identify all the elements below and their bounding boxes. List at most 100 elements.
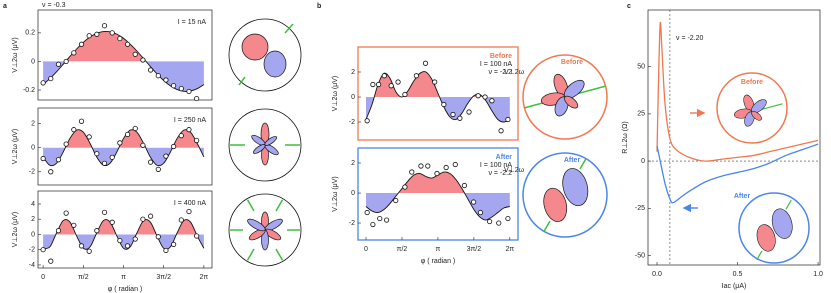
y-tick-label: 2 xyxy=(351,160,355,167)
data-point xyxy=(40,80,46,86)
data-point xyxy=(147,213,154,219)
fit-curve xyxy=(365,71,511,123)
series-line xyxy=(656,21,819,162)
data-point xyxy=(117,140,123,146)
data-point xyxy=(418,163,424,169)
data-point xyxy=(178,133,184,139)
y-tick-label: -25 xyxy=(635,205,645,212)
y-tick-label: 2 xyxy=(31,120,35,127)
data-point xyxy=(155,166,161,172)
data-point xyxy=(155,73,161,79)
data-point xyxy=(140,57,146,63)
data-point xyxy=(402,91,408,98)
x-tick-label: 3π/2 xyxy=(156,274,171,281)
data-point xyxy=(63,58,69,65)
data-point xyxy=(393,197,399,204)
data-point xyxy=(441,101,447,108)
polar-diagram xyxy=(522,152,608,238)
x-tick-label: π/2 xyxy=(397,246,408,253)
polar-diagram xyxy=(716,72,788,144)
data-point xyxy=(132,236,138,242)
plot-frame xyxy=(37,9,213,101)
data-point xyxy=(470,199,477,205)
data-point xyxy=(71,127,77,133)
data-point xyxy=(78,41,85,47)
condition-label: I = 15 nA xyxy=(178,19,207,26)
panel-label: b xyxy=(317,3,321,10)
data-point xyxy=(140,142,146,148)
condition-label: I = 250 nA xyxy=(174,117,206,124)
data-point xyxy=(94,228,100,234)
data-point xyxy=(475,93,481,99)
data-point xyxy=(388,83,394,89)
y-tick-label: -4 xyxy=(29,262,35,269)
data-point xyxy=(489,98,495,104)
data-point xyxy=(48,169,54,175)
data-point xyxy=(117,35,123,42)
data-point xyxy=(86,33,92,39)
data-point xyxy=(450,111,456,118)
condition-label: I = 100 nA xyxy=(480,162,512,169)
data-point xyxy=(452,161,458,168)
data-point xyxy=(132,51,138,57)
data-point xyxy=(163,77,169,83)
data-point xyxy=(109,219,115,225)
data-point xyxy=(48,258,54,264)
data-point xyxy=(498,128,504,134)
data-point xyxy=(78,118,85,124)
y-axis-label: V⊥2ω (μV) xyxy=(12,37,19,72)
data-point xyxy=(496,220,502,226)
data-point xyxy=(55,157,62,163)
data-point xyxy=(101,209,108,215)
data-point xyxy=(171,143,177,150)
y-tick-label: 50 xyxy=(637,64,645,71)
y-tick-label: -2 xyxy=(29,169,35,176)
data-point xyxy=(194,137,200,144)
plot-frame xyxy=(37,190,213,269)
data-point xyxy=(94,151,100,157)
polar-diagram xyxy=(228,108,302,182)
x-axis-label: Iac (μA) xyxy=(722,283,747,290)
data-point xyxy=(434,170,440,177)
data-point xyxy=(101,160,108,166)
data-point xyxy=(505,116,511,123)
series-label: After xyxy=(734,193,751,200)
data-point xyxy=(178,85,184,92)
data-point xyxy=(48,75,54,82)
plot-frame xyxy=(357,46,519,141)
x-tick-label: 0 xyxy=(41,274,45,281)
data-point xyxy=(377,215,383,222)
x-axis-label: φ ( radian ) xyxy=(108,286,143,293)
data-point xyxy=(171,241,177,247)
fit-curve xyxy=(42,129,205,167)
data-point xyxy=(78,243,85,249)
data-point xyxy=(381,73,387,79)
data-point xyxy=(186,127,192,133)
x-tick-label: π xyxy=(121,274,126,281)
y-axis-label: V⊥2ω (μV) xyxy=(12,129,19,164)
data-point xyxy=(402,184,408,190)
polar-diagram xyxy=(738,192,810,264)
data-point xyxy=(466,109,472,115)
fill-area xyxy=(366,97,510,122)
y-tick-label: 2 xyxy=(351,69,355,76)
data-point xyxy=(178,217,184,223)
data-point xyxy=(147,159,154,165)
x-tick-label: 0.0 xyxy=(652,271,662,278)
state-label: After xyxy=(496,154,513,161)
data-point xyxy=(40,155,46,162)
data-point xyxy=(364,118,370,124)
x-tick-label: 2π xyxy=(200,274,209,281)
condition-label: I = 100 nA xyxy=(480,61,512,68)
y-tick-label: 25 xyxy=(637,111,645,118)
y-axis-label: V⊥2ω (μV) xyxy=(332,176,339,211)
y-tick-label: 0 xyxy=(351,190,355,197)
data-point xyxy=(147,67,154,73)
polar-diagram xyxy=(228,18,302,92)
data-point xyxy=(124,41,131,47)
data-point xyxy=(413,73,419,79)
panel-label: a xyxy=(3,3,7,10)
polar-diagram xyxy=(522,54,608,140)
